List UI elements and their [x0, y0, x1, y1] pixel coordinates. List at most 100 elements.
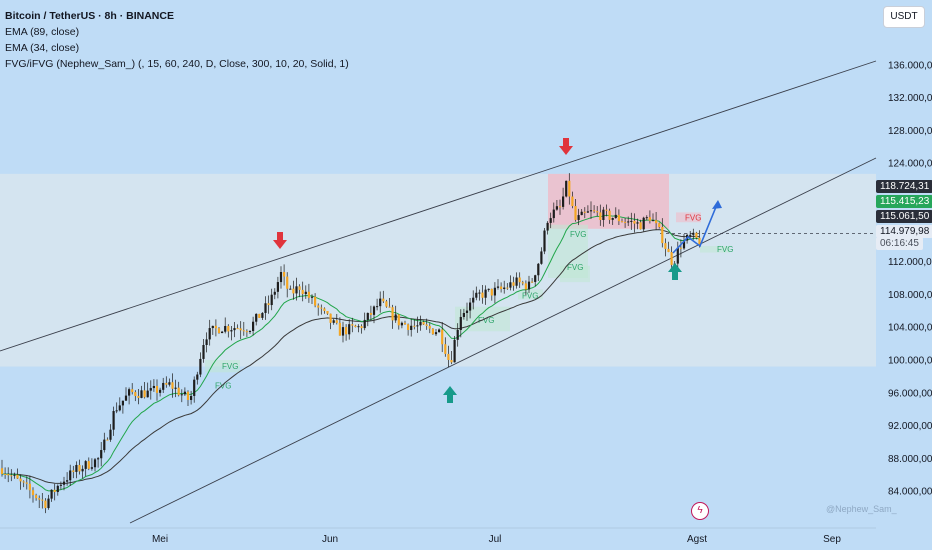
- candle-body: [193, 379, 196, 396]
- candle-body: [472, 297, 475, 303]
- candle-body: [261, 312, 264, 318]
- price-label-level: 115.415,23: [876, 195, 932, 208]
- price-label-last: 114.979,98: [876, 225, 932, 238]
- indicator-fvg[interactable]: FVG/iFVG (Nephew_Sam_) (, 15, 60, 240, D…: [5, 58, 349, 70]
- candle-body: [428, 325, 431, 329]
- candle-body: [583, 211, 586, 213]
- lower-channel-line: [129, 157, 877, 524]
- candle-body: [524, 283, 527, 290]
- candle-body: [22, 481, 25, 483]
- candle-body: [273, 291, 276, 295]
- candle-body: [441, 329, 444, 345]
- candle-body: [453, 339, 456, 363]
- candle-body: [503, 287, 506, 289]
- candle-body: [341, 327, 345, 336]
- candle-body: [180, 394, 183, 396]
- candle-body: [698, 237, 701, 245]
- indicator-ema-34[interactable]: EMA (34, close): [5, 42, 80, 54]
- candle-body: [372, 306, 376, 315]
- candle-body: [19, 478, 22, 482]
- candle-body: [242, 330, 245, 332]
- candle-body: [174, 387, 177, 389]
- candle-body: [93, 459, 97, 468]
- candle-body: [202, 344, 205, 359]
- candle-body: [252, 321, 255, 331]
- candle-body: [62, 481, 66, 485]
- indicator-ema-89[interactable]: EMA (89, close): [5, 26, 80, 38]
- candle-body: [75, 464, 78, 472]
- candle-body: [214, 325, 217, 329]
- price-label-high: 118.724,31: [876, 180, 932, 193]
- candle-body: [552, 209, 555, 219]
- candle-body: [69, 470, 72, 481]
- candle-body: [248, 330, 252, 332]
- candle-body: [276, 282, 279, 292]
- candle-body: [208, 328, 211, 340]
- candle-body: [407, 324, 410, 330]
- candle-body: [56, 485, 59, 493]
- fvg-zone: [676, 212, 701, 223]
- candle-body: [487, 288, 490, 290]
- y-tick-label: 96.000,00: [888, 388, 932, 399]
- candle-body: [540, 251, 543, 264]
- tradingview-logo-icon[interactable]: ϟ: [691, 502, 709, 520]
- projection-arrow-head: [712, 200, 722, 209]
- candle-body: [44, 500, 47, 509]
- candle-body: [484, 289, 487, 298]
- candle-body: [143, 390, 146, 398]
- candle-body: [438, 329, 441, 333]
- candle-body: [348, 324, 351, 335]
- candle-body: [59, 484, 62, 486]
- candle-body: [81, 468, 84, 472]
- fvg-zones: FVG FVG FVG FVG FVG FVG FVG FVG: [205, 212, 733, 391]
- candle-body: [146, 390, 149, 398]
- candle-body: [25, 482, 28, 484]
- candle-body: [636, 222, 639, 224]
- candle-body: [577, 215, 580, 220]
- candle-body: [66, 480, 69, 482]
- candle-body: [357, 326, 360, 328]
- x-axis: Mei Jun Jul Agst Sep: [152, 534, 841, 545]
- fvg-label: FVG: [717, 245, 733, 254]
- fvg-zone: [518, 289, 543, 300]
- candle-body: [13, 474, 16, 476]
- candle-body: [97, 458, 100, 460]
- candle-body: [131, 389, 134, 393]
- candle-body: [543, 230, 546, 252]
- range-box: [0, 173, 876, 367]
- currency-button[interactable]: USDT: [883, 6, 925, 28]
- candle-body: [360, 326, 363, 329]
- candle-body: [199, 358, 202, 375]
- candle-body: [676, 247, 679, 264]
- candle-body: [152, 385, 155, 389]
- candle-body: [31, 490, 35, 496]
- candle-body: [459, 316, 462, 330]
- y-tick-label: 112.000,00: [888, 257, 932, 268]
- x-tick-label: Jun: [322, 534, 338, 545]
- symbol-title[interactable]: Bitcoin / TetherUS · 8h · BINANCE: [5, 10, 174, 22]
- candle-body: [651, 220, 655, 222]
- x-tick-label: Agst: [687, 534, 707, 545]
- candle-body: [521, 282, 524, 284]
- candle-body: [38, 498, 41, 500]
- candle-body: [121, 400, 124, 406]
- candle-body: [351, 324, 354, 326]
- candle-body: [546, 222, 549, 231]
- candle-body: [335, 320, 338, 323]
- ema-89-line: [2, 229, 700, 484]
- candle-body: [320, 307, 323, 309]
- candle-body: [593, 210, 596, 212]
- candle-body: [425, 324, 428, 326]
- candle-body: [558, 206, 562, 208]
- y-tick-label: 92.000,00: [888, 421, 932, 432]
- candle-body: [183, 391, 186, 395]
- candle-body: [310, 296, 314, 298]
- candle-body: [363, 319, 366, 329]
- candle-body: [298, 286, 301, 290]
- projection-path: [672, 201, 719, 254]
- candle-body: [323, 308, 326, 311]
- y-tick-label: 108.000,00: [888, 290, 932, 301]
- fvg-label: FVG: [685, 214, 701, 223]
- price-label-ema: 115.061,50: [876, 210, 932, 223]
